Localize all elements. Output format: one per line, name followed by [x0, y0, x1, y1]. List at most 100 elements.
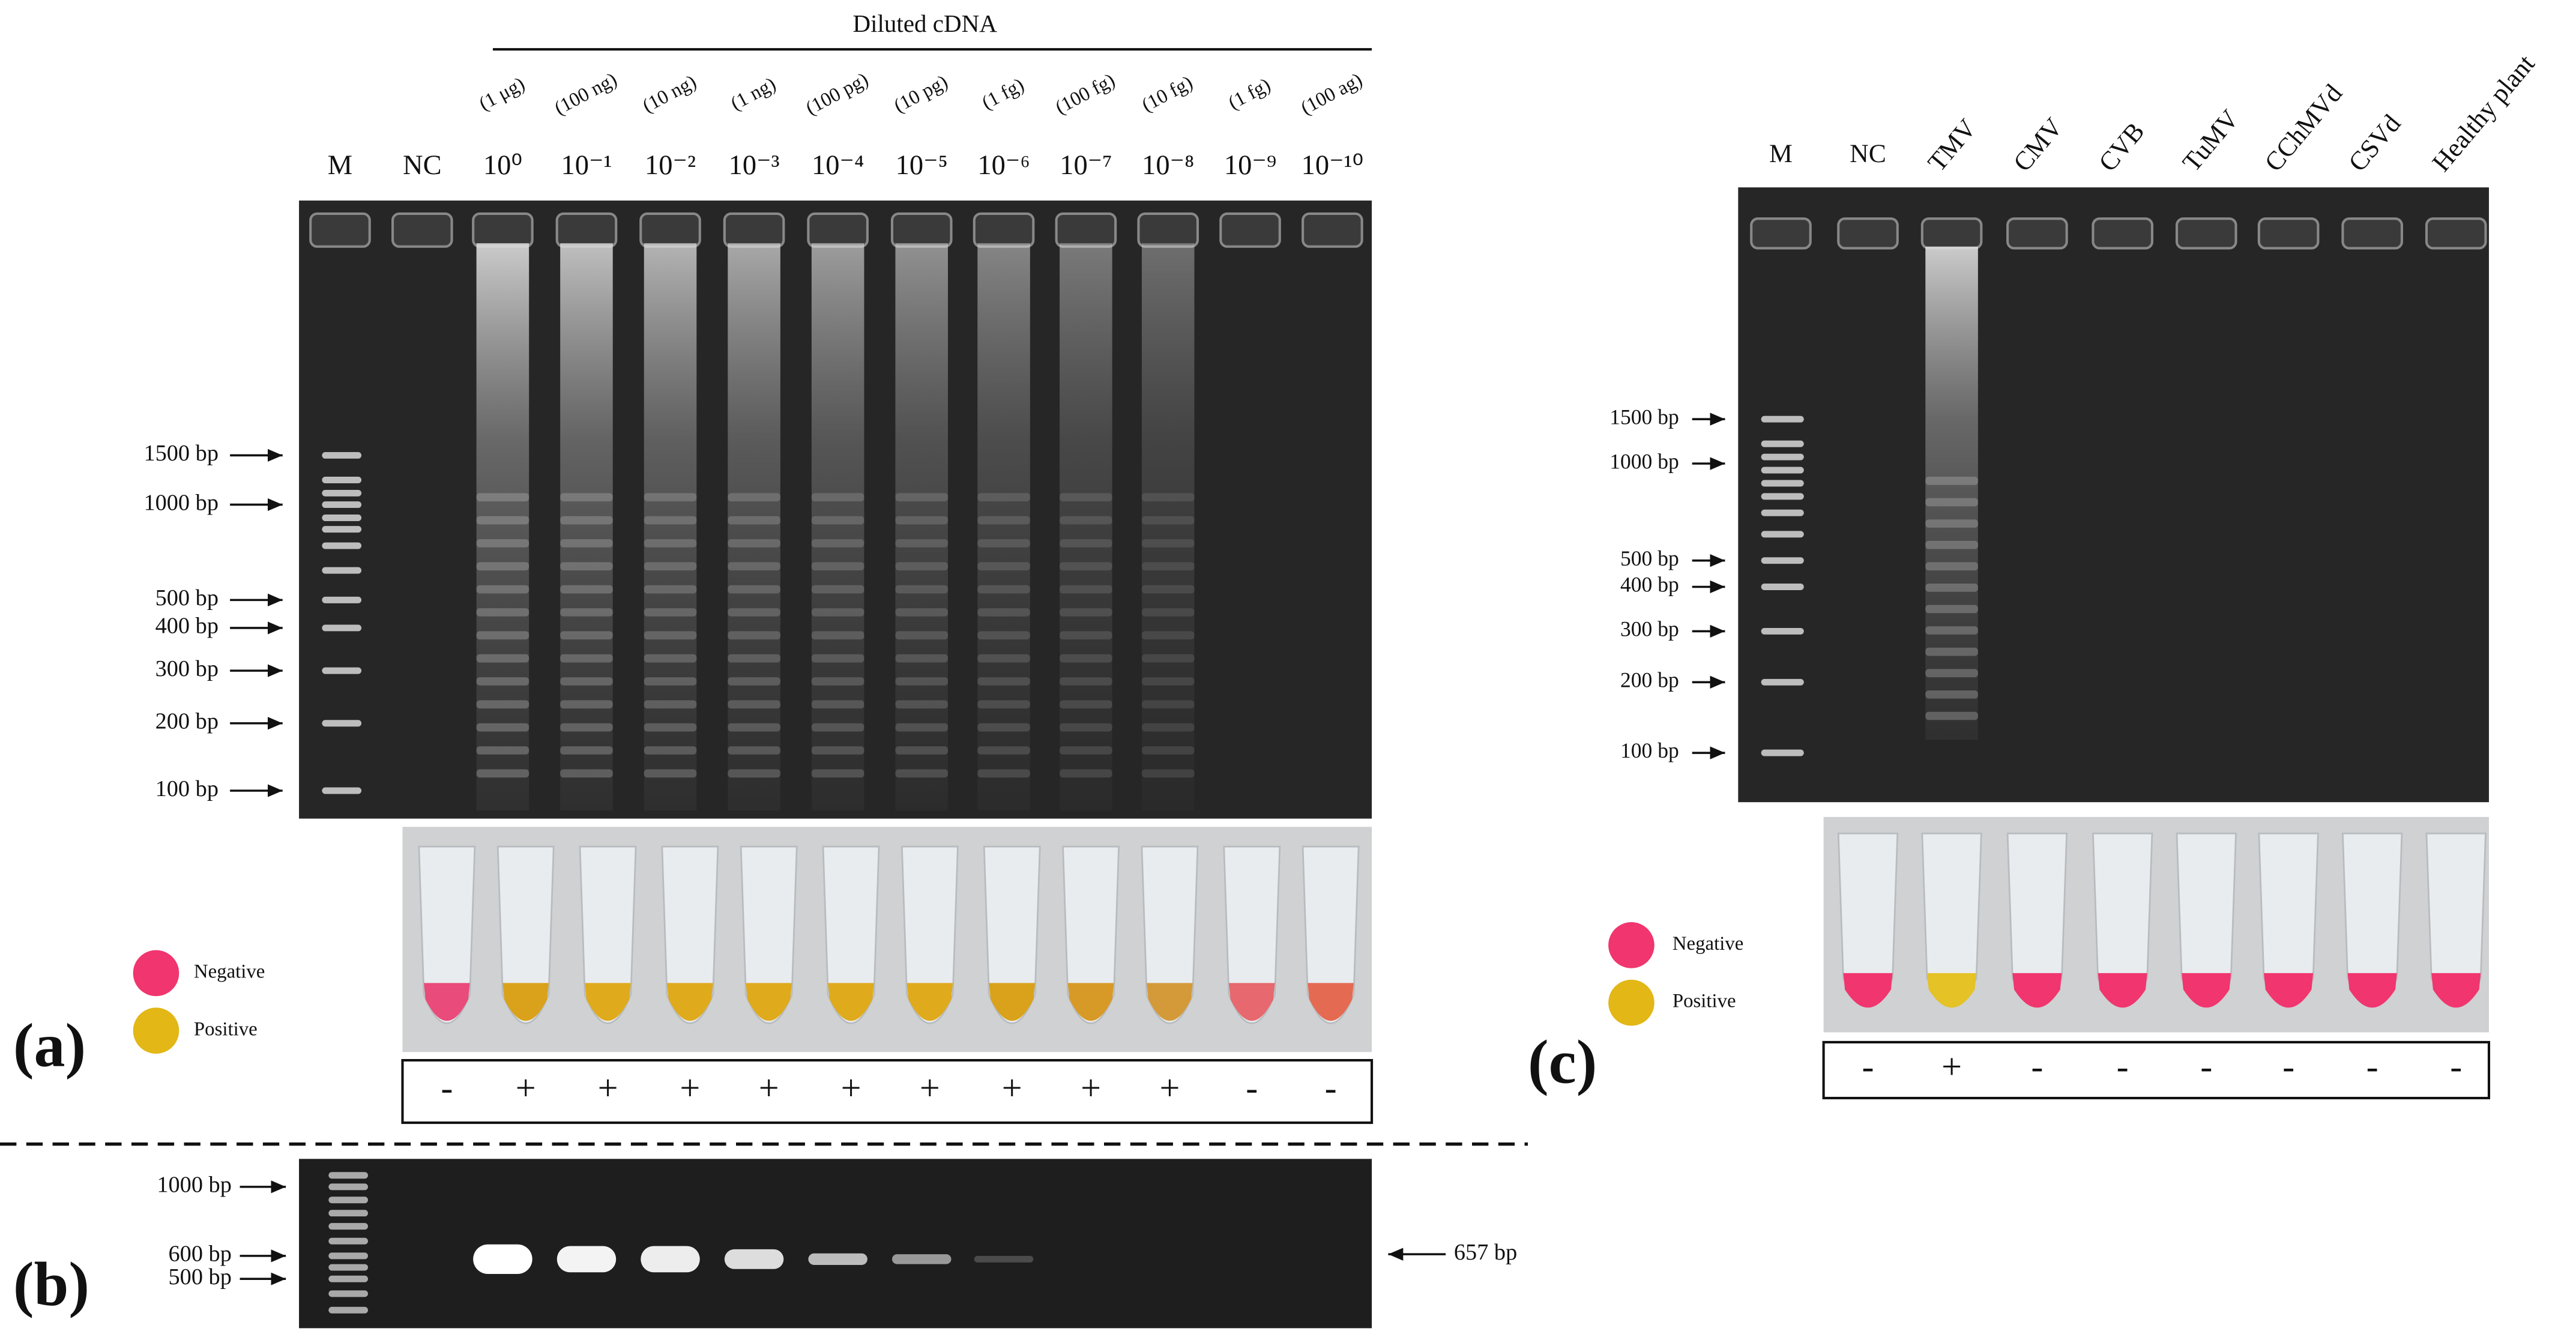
- ladder-band: [1925, 498, 1978, 507]
- lane-label: NC: [403, 150, 442, 181]
- ladder-band: [895, 723, 949, 732]
- ladder-band: [811, 539, 864, 548]
- result-box-c: [1822, 1040, 2491, 1100]
- ladder-band: [1141, 654, 1195, 663]
- ladder-band: [328, 1264, 368, 1271]
- tube-liquid: [906, 983, 953, 1021]
- ladder-band: [560, 769, 613, 778]
- lane-label: 10⁻⁵: [896, 150, 948, 181]
- ladder-band: [1141, 769, 1195, 778]
- legend-label: Positive: [194, 1018, 258, 1040]
- smear: [811, 243, 864, 810]
- ladder-band: [1060, 539, 1112, 548]
- ladder-band: [560, 493, 613, 502]
- ladder-band: [560, 516, 613, 525]
- ladder-band: [1141, 677, 1195, 686]
- ladder-band: [322, 542, 362, 549]
- smear: [560, 243, 613, 810]
- ladder-band: [1141, 700, 1195, 709]
- well: [1219, 212, 1281, 248]
- ladder-band: [811, 493, 864, 502]
- ladder-band: [560, 723, 613, 732]
- lane-label: M: [1769, 139, 1793, 168]
- ladder-band: [1141, 723, 1195, 732]
- ladder-band: [322, 477, 362, 483]
- size-label: 1500 bp: [143, 441, 218, 466]
- smear: [1141, 243, 1195, 810]
- ladder-band: [811, 516, 864, 525]
- ladder-band: [895, 746, 949, 755]
- well: [1137, 212, 1199, 248]
- ladder-band: [895, 769, 949, 778]
- result-sign: +: [1159, 1068, 1180, 1108]
- tube-liquid: [2347, 973, 2397, 1008]
- ladder-band: [322, 515, 362, 521]
- tube-liquid: [1308, 983, 1354, 1021]
- ladder-band: [1060, 493, 1112, 502]
- ladder-band: [977, 608, 1030, 617]
- well: [391, 212, 453, 248]
- ladder-band: [977, 493, 1030, 502]
- size-label: 200 bp: [1620, 668, 1679, 692]
- ladder-band: [1060, 654, 1112, 663]
- ladder-band: [476, 723, 529, 732]
- ladder-band: [644, 562, 697, 571]
- lane-label: 10⁻³: [729, 150, 780, 181]
- ladder-band: [1060, 585, 1112, 594]
- tube-liquid: [2431, 973, 2481, 1008]
- size-label: 1000 bp: [1609, 449, 1679, 473]
- result-sign: +: [1081, 1068, 1101, 1108]
- tube-liquid: [746, 983, 792, 1021]
- ladder-band: [328, 1223, 368, 1230]
- ladder-band: [322, 667, 362, 674]
- ladder-band: [476, 562, 529, 571]
- lane-label: CSVd: [2343, 109, 2407, 177]
- ladder-band: [1761, 453, 1804, 460]
- well: [973, 212, 1035, 248]
- ladder-band: [1925, 626, 1978, 635]
- ladder-band: [728, 746, 780, 755]
- size-label: 500 bp: [1620, 546, 1679, 570]
- ladder-band: [1925, 584, 1978, 592]
- panel-header: Diluted cDNA: [852, 10, 997, 37]
- ladder-band: [895, 631, 949, 640]
- result-sign: -: [2366, 1046, 2378, 1087]
- ladder-band: [1060, 746, 1112, 755]
- ladder-band: [1925, 669, 1978, 678]
- concentration-label: (10 pg): [890, 71, 951, 117]
- result-sign: +: [680, 1068, 700, 1108]
- ladder-band: [811, 654, 864, 663]
- legend-dot: [133, 1007, 179, 1054]
- size-label: 1500 bp: [1609, 405, 1679, 429]
- ladder-band: [1761, 493, 1804, 500]
- legend-label: Negative: [1673, 933, 1743, 955]
- smear: [476, 243, 529, 810]
- tube-liquid: [1927, 973, 1977, 1008]
- ladder-band: [1761, 466, 1804, 474]
- ladder-band: [1761, 531, 1804, 538]
- size-label: 300 bp: [1620, 617, 1679, 641]
- result-sign: -: [441, 1068, 453, 1108]
- tube-liquid: [828, 983, 874, 1021]
- ladder-band: [1060, 608, 1112, 617]
- ladder-band: [1060, 769, 1112, 778]
- legend-label: Positive: [1673, 991, 1736, 1012]
- ladder-band: [977, 562, 1030, 571]
- ladder-band: [644, 654, 697, 663]
- lane-label: 10⁻¹: [561, 150, 612, 181]
- concentration-label: (10 ng): [639, 71, 700, 117]
- concentration-label: (100 ag): [1297, 69, 1366, 119]
- concentration-label: (100 pg): [803, 68, 872, 119]
- ladder-band: [560, 585, 613, 594]
- panel-label: (c): [1528, 1028, 1597, 1097]
- ladder-band: [644, 585, 697, 594]
- product-label: 657 bp: [1454, 1240, 1517, 1265]
- result-sign: -: [1862, 1046, 1874, 1087]
- ladder-band: [328, 1275, 368, 1282]
- tube-liquid: [2182, 973, 2231, 1008]
- ladder-band: [322, 787, 362, 794]
- result-sign: -: [2031, 1046, 2043, 1087]
- ladder-band: [811, 746, 864, 755]
- ladder-band: [1761, 440, 1804, 447]
- lane-label: NC: [1850, 139, 1886, 168]
